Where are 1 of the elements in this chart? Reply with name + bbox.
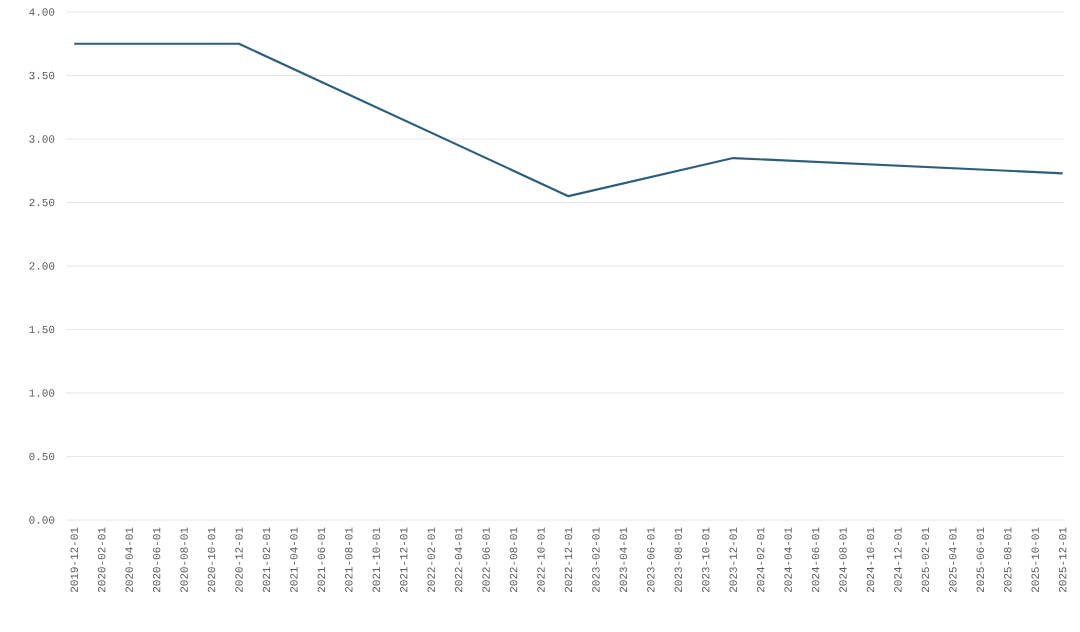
line-series	[73, 42, 1064, 198]
